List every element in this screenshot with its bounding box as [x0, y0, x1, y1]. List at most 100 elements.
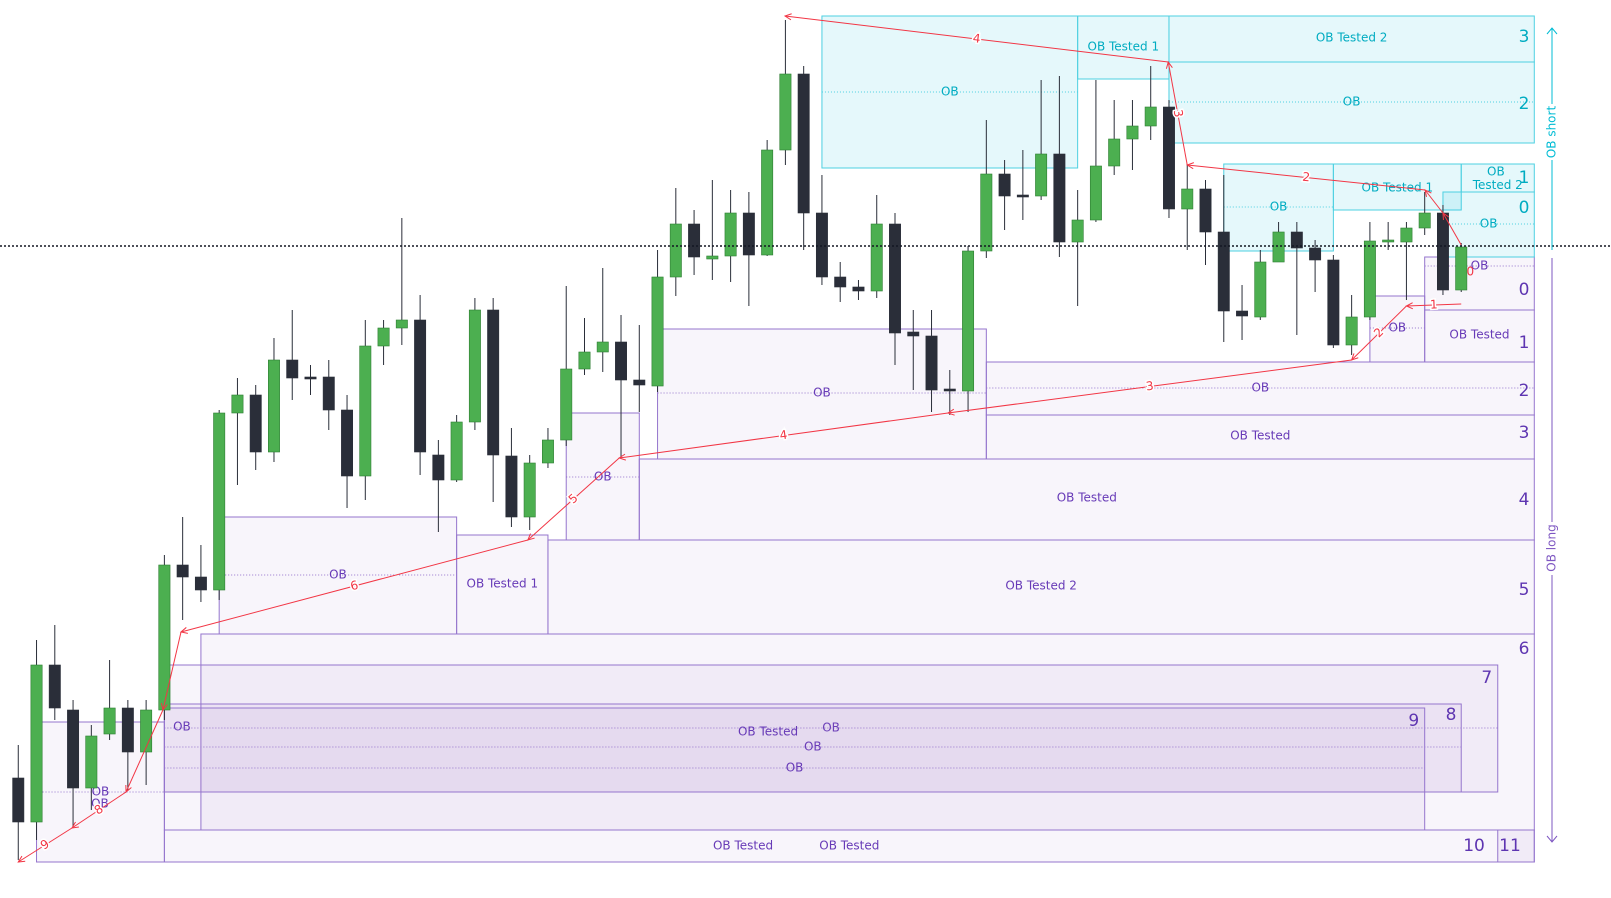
- candle-body: [1345, 316, 1358, 346]
- level-label: 9: [1408, 711, 1419, 731]
- candle-body: [633, 379, 646, 386]
- zone-label: OB Tested 2: [1472, 164, 1523, 192]
- ob-zone: [163, 829, 1535, 863]
- zone-label: OB Tested 1: [1088, 40, 1160, 54]
- zone-label: OB: [1388, 321, 1406, 335]
- zone-label: OB: [1480, 217, 1498, 231]
- candle-body: [468, 309, 481, 423]
- candle-body: [341, 409, 354, 477]
- candle-body: [980, 173, 993, 252]
- level-label: 8: [1446, 705, 1457, 725]
- level-label: 7: [1481, 668, 1492, 688]
- zone-label: OB: [786, 761, 804, 775]
- candle-body: [724, 212, 737, 257]
- candle-body: [213, 412, 226, 591]
- zone-label: OB: [822, 721, 840, 735]
- swing-arrow-head: [1350, 353, 1359, 361]
- swing-line: [1406, 303, 1462, 307]
- candle-body: [450, 421, 463, 481]
- candle-body: [1455, 246, 1468, 291]
- candle-body: [48, 664, 61, 709]
- swing-line: [947, 359, 1352, 414]
- candle-body: [1418, 212, 1431, 229]
- candle-body: [742, 212, 755, 256]
- zone-label: OB Tested: [713, 839, 773, 853]
- candle-body: [1436, 212, 1449, 291]
- candle-body: [925, 335, 938, 391]
- swing-arrow-head: [71, 821, 79, 829]
- side-label-short: OB short: [1545, 106, 1559, 159]
- candle-body: [1144, 106, 1157, 127]
- candle-body: [596, 341, 609, 353]
- ob-zone: [200, 633, 1535, 831]
- candle-body: [870, 223, 883, 292]
- zone-label: OB Tested 2: [1005, 579, 1077, 593]
- candle-body: [1327, 259, 1340, 346]
- candle-body: [1309, 247, 1322, 261]
- swing-arrow-head: [1405, 302, 1414, 310]
- candle-body: [286, 359, 299, 379]
- candle-body: [194, 576, 207, 591]
- ob-zone: [1332, 163, 1462, 211]
- candle-body: [1272, 231, 1285, 263]
- candle-body: [797, 73, 810, 214]
- level-label: 3: [1519, 423, 1530, 443]
- zone-label: OB: [941, 85, 959, 99]
- candle-body: [651, 276, 664, 387]
- candle-body: [1254, 261, 1267, 318]
- swing-line: [1442, 212, 1462, 246]
- candle-body: [541, 439, 554, 464]
- short-arrow-head: [1546, 27, 1558, 35]
- candle-body: [1035, 153, 1048, 197]
- ob-zone: [1460, 163, 1535, 193]
- swing-line: [71, 791, 127, 829]
- candle-body: [140, 709, 153, 753]
- level-label: 2: [1519, 94, 1530, 114]
- candle-body: [67, 709, 80, 789]
- swing-arrow-head: [1442, 212, 1450, 221]
- ob-zone: [638, 458, 1535, 541]
- zone-label: OB Tested: [1057, 491, 1117, 505]
- zone-label: OB Tested 1: [467, 577, 539, 591]
- level-label: 6: [1519, 639, 1530, 659]
- candle-body: [615, 341, 627, 381]
- candle-body: [304, 376, 317, 380]
- swing-line: [17, 827, 73, 863]
- swing-arrow-head: [160, 703, 168, 712]
- candle-body: [1016, 194, 1029, 198]
- candle-body: [268, 359, 280, 453]
- swing-line: [1351, 305, 1407, 361]
- long-arrow-head: [1546, 835, 1558, 843]
- swing-arrow-head: [125, 784, 132, 794]
- candle-body: [103, 707, 116, 735]
- candle-body: [523, 462, 536, 518]
- swing-line: [619, 412, 949, 459]
- swing-label: 4: [972, 31, 981, 46]
- candle-body: [12, 777, 25, 823]
- level-label: 5: [1519, 580, 1530, 600]
- candle-body: [1108, 138, 1121, 167]
- ob-zone: [1497, 829, 1535, 863]
- candle-body: [1089, 165, 1102, 221]
- swing-line: [180, 539, 528, 633]
- candle-body: [231, 394, 244, 414]
- side-label-long: OB long: [1545, 524, 1559, 571]
- zone-label: OB Tested 2: [1316, 31, 1388, 45]
- ob-zone: [163, 707, 1426, 831]
- ob-zone: [985, 414, 1535, 460]
- candle-body: [943, 388, 956, 392]
- candle-body: [669, 223, 682, 278]
- candle-body: [249, 394, 262, 453]
- candle-body: [432, 454, 445, 481]
- candle-body: [1290, 231, 1303, 249]
- candle-body: [907, 331, 920, 337]
- swing-arrow-head: [179, 627, 188, 634]
- zone-label: OB Tested: [738, 725, 798, 739]
- level-label: 1: [1519, 168, 1530, 188]
- candle-body: [889, 223, 901, 334]
- candle-body: [962, 250, 975, 392]
- swing-arrow-head: [1424, 189, 1432, 197]
- candle-body: [158, 564, 171, 711]
